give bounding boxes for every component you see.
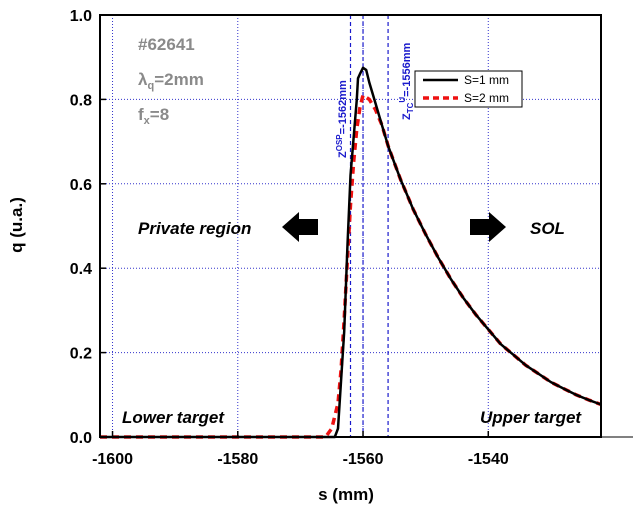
arrow-right-icon <box>470 212 506 242</box>
sol-label: SOL <box>530 219 565 238</box>
y-tick-label: 0.6 <box>70 177 92 194</box>
y-tick-label: 0.8 <box>70 92 92 109</box>
y-tick-label: 0.0 <box>70 430 92 447</box>
lambda-q-label: λq=2mm <box>138 70 204 92</box>
y-tick-label: 1.0 <box>70 8 92 25</box>
y-tick-label: 0.4 <box>70 261 92 278</box>
legend-box <box>414 70 523 108</box>
series-line-1 <box>100 66 602 439</box>
lower-target-label: Lower target <box>122 408 225 427</box>
x-tick-label: -1600 <box>92 451 133 468</box>
y-axis-title: q (u.a.) <box>7 197 26 253</box>
private-region-label: Private region <box>138 219 251 238</box>
tc-line-label: ZTCU=-1556mm <box>398 42 415 120</box>
plot-frame <box>99 14 602 438</box>
legend-label-s1: S=1 mm <box>464 73 509 87</box>
legend: S=1 mm S=2 mm <box>414 70 523 108</box>
x-tick-label: -1560 <box>343 451 384 468</box>
arrow-left-icon <box>282 212 318 242</box>
legend-label-s2: S=2 mm <box>464 91 509 105</box>
x-tick-label: -1580 <box>217 451 258 468</box>
x-axis-title: s (mm) <box>318 485 374 504</box>
osp-line-label: ZOSP=-1562mm <box>335 80 349 158</box>
y-tick-label: 0.2 <box>70 346 92 363</box>
upper-target-label: Upper target <box>480 408 582 427</box>
shot-number-label: #62641 <box>138 35 195 54</box>
x-tick-label: -1540 <box>468 451 509 468</box>
vertical-reference-lines <box>349 15 389 437</box>
ticks: -1600 -1580 -1560 -1540 0.0 0.2 0.4 0.6 0.8 1.0 <box>70 8 633 468</box>
fx-label: fx=8 <box>138 105 169 127</box>
series-group <box>100 66 602 439</box>
series-line-2 <box>100 93 602 439</box>
